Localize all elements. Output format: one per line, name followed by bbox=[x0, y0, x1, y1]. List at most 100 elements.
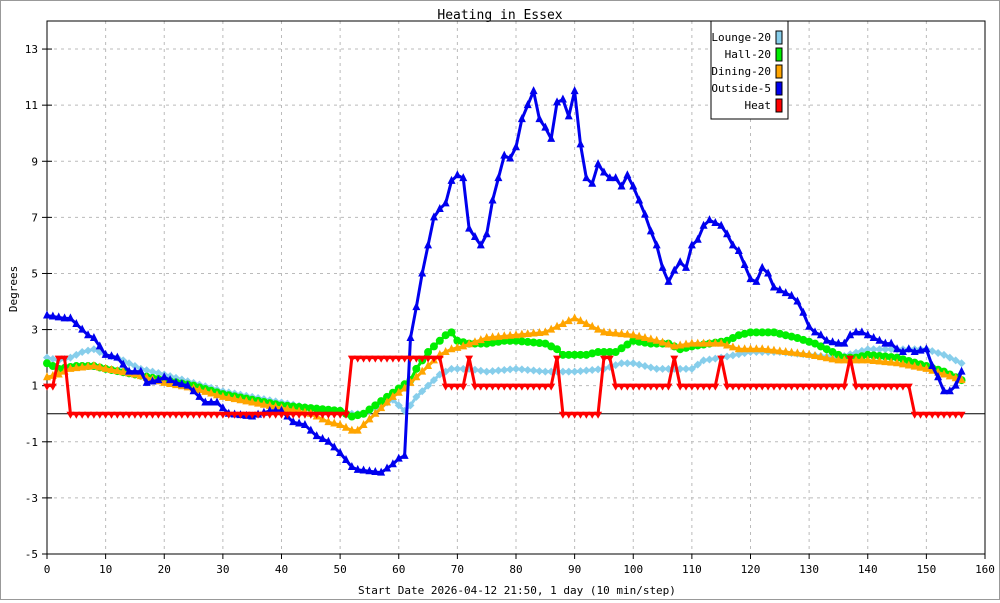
data-point bbox=[840, 383, 849, 391]
data-point bbox=[130, 362, 139, 371]
data-point bbox=[125, 411, 134, 419]
data-point bbox=[682, 339, 691, 348]
data-point bbox=[934, 411, 943, 419]
x-tick-label: 50 bbox=[334, 563, 347, 576]
data-point bbox=[142, 377, 151, 386]
data-point bbox=[459, 383, 468, 391]
data-point bbox=[594, 411, 603, 419]
data-point bbox=[54, 355, 63, 363]
data-point bbox=[764, 268, 773, 277]
data-point bbox=[347, 355, 356, 363]
data-point bbox=[945, 386, 954, 395]
data-point bbox=[365, 405, 374, 414]
data-point bbox=[400, 450, 409, 459]
data-point bbox=[218, 411, 227, 419]
legend-label: Hall-20 bbox=[725, 48, 771, 61]
data-point bbox=[465, 339, 474, 348]
data-point bbox=[728, 383, 737, 391]
data-point bbox=[465, 355, 474, 363]
data-point bbox=[394, 401, 403, 410]
data-point bbox=[588, 178, 597, 187]
data-point bbox=[254, 398, 263, 407]
data-point bbox=[605, 355, 614, 363]
data-point bbox=[746, 274, 755, 283]
data-point bbox=[547, 324, 556, 333]
data-point bbox=[582, 366, 591, 375]
data-point bbox=[517, 329, 526, 338]
data-point bbox=[295, 418, 304, 427]
y-tick-label: 7 bbox=[31, 211, 38, 224]
data-point bbox=[195, 411, 204, 419]
data-point bbox=[535, 339, 544, 348]
data-point bbox=[259, 411, 268, 419]
data-point bbox=[752, 328, 761, 337]
data-point bbox=[594, 365, 603, 374]
data-point bbox=[101, 411, 110, 419]
data-point bbox=[347, 425, 356, 434]
data-point bbox=[570, 350, 579, 359]
data-point bbox=[388, 391, 397, 400]
data-point bbox=[377, 403, 386, 412]
data-point bbox=[623, 383, 632, 391]
data-point bbox=[781, 383, 790, 391]
data-point bbox=[429, 376, 438, 385]
data-point bbox=[377, 467, 386, 476]
data-point bbox=[582, 173, 591, 182]
data-point bbox=[189, 411, 198, 419]
data-point bbox=[617, 359, 626, 368]
data-point bbox=[312, 431, 321, 440]
data-point bbox=[447, 175, 456, 184]
data-point bbox=[558, 367, 567, 376]
data-point bbox=[535, 327, 544, 336]
data-point bbox=[383, 397, 392, 406]
data-point bbox=[336, 411, 345, 419]
y-tick-label: 13 bbox=[25, 43, 38, 56]
data-point bbox=[893, 344, 902, 353]
data-point bbox=[365, 466, 374, 475]
y-tick-label: 5 bbox=[31, 267, 38, 280]
data-point bbox=[916, 411, 925, 419]
data-point bbox=[605, 173, 614, 182]
data-point bbox=[711, 217, 720, 226]
data-point bbox=[857, 383, 866, 391]
data-point bbox=[424, 240, 433, 249]
series-outside-5 bbox=[43, 86, 966, 476]
data-point bbox=[418, 268, 427, 277]
data-point bbox=[347, 462, 356, 471]
data-point bbox=[441, 347, 450, 356]
data-point bbox=[500, 331, 509, 340]
data-point bbox=[213, 411, 222, 419]
data-point bbox=[617, 329, 626, 338]
data-point bbox=[629, 336, 638, 345]
data-point bbox=[306, 425, 315, 434]
data-point bbox=[324, 417, 333, 426]
data-point bbox=[447, 364, 456, 373]
data-point bbox=[863, 355, 872, 364]
data-point bbox=[822, 383, 831, 391]
data-point bbox=[476, 240, 485, 249]
data-point bbox=[693, 360, 702, 369]
data-point bbox=[289, 417, 298, 426]
data-point bbox=[910, 361, 919, 370]
data-point bbox=[136, 411, 145, 419]
data-point bbox=[341, 455, 350, 464]
data-point bbox=[201, 386, 210, 395]
data-point bbox=[916, 345, 925, 354]
data-point bbox=[728, 342, 737, 351]
data-point bbox=[822, 353, 831, 362]
data-point bbox=[951, 380, 960, 389]
x-tick-label: 130 bbox=[799, 563, 819, 576]
data-point bbox=[840, 338, 849, 347]
x-tick-label: 80 bbox=[509, 563, 522, 576]
data-point bbox=[787, 383, 796, 391]
data-point bbox=[207, 397, 216, 406]
data-point bbox=[424, 348, 433, 357]
data-point bbox=[488, 367, 497, 376]
data-point bbox=[805, 383, 814, 391]
data-point bbox=[646, 334, 655, 343]
data-point bbox=[875, 335, 884, 344]
data-point bbox=[652, 335, 661, 344]
data-point bbox=[482, 339, 491, 348]
data-point bbox=[640, 383, 649, 391]
data-point bbox=[494, 383, 503, 391]
